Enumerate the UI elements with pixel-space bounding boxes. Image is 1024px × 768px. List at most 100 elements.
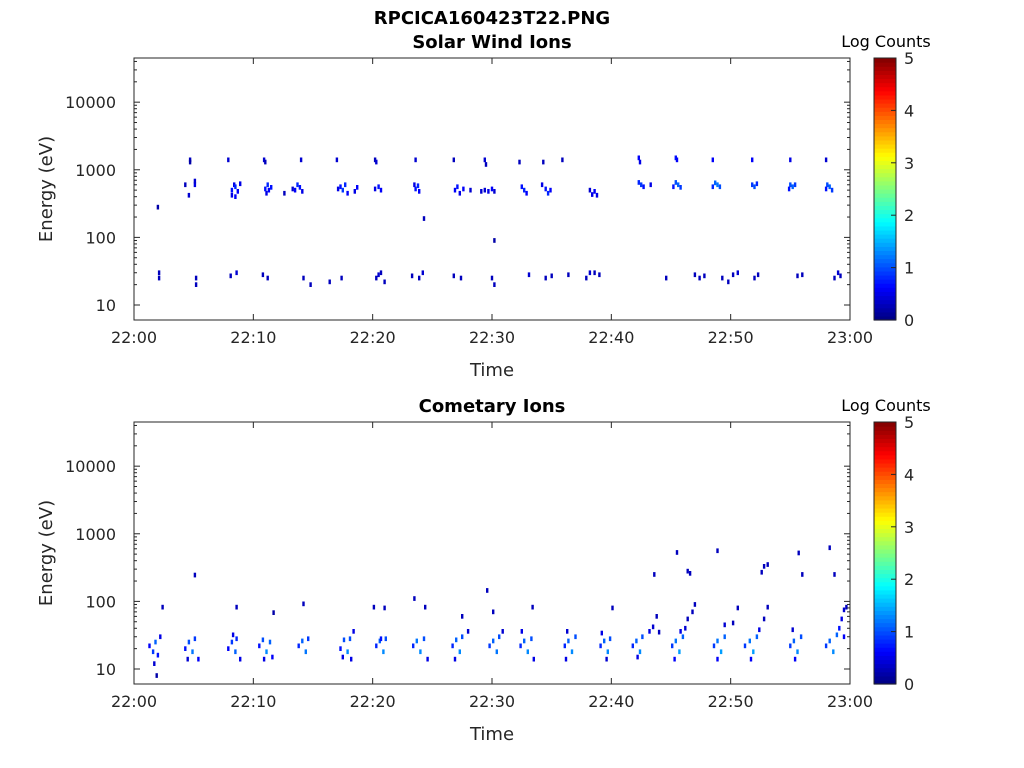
colorbar-segment [874, 573, 896, 579]
spectrogram-cell [640, 182, 643, 188]
spectrogram-cell [348, 636, 352, 642]
spectrogram-cell [751, 157, 754, 163]
x-tick-label: 22:40 [588, 328, 634, 347]
spectrogram-cell [341, 654, 344, 660]
spectrogram-cell [527, 272, 531, 278]
colorbar-segment [874, 205, 896, 211]
colorbar-segment [874, 606, 896, 611]
spectrogram-cell [187, 639, 191, 645]
spectrogram-cell [743, 643, 747, 649]
spectrogram-cell [265, 190, 268, 196]
spectrogram-cell [264, 159, 267, 165]
spectrogram-cell [302, 275, 305, 281]
spectrogram-cell [352, 629, 355, 634]
spectrogram-cell [418, 275, 421, 281]
spectrogram-cell [674, 638, 677, 644]
spectrogram-cell [339, 184, 342, 190]
colorbar-tick-label: 3 [904, 154, 914, 173]
colorbar-tick-label: 2 [904, 570, 914, 589]
spectrogram-cell [691, 609, 694, 615]
spectrogram-cells [148, 545, 848, 678]
spectrogram-cell [379, 270, 383, 276]
spectrogram-cell [493, 238, 496, 243]
spectrogram-cell [153, 661, 156, 666]
spectrogram-cell [230, 192, 234, 198]
spectrogram-cell [234, 194, 237, 199]
spectrogram-cell [608, 636, 612, 642]
spectrogram-cell [384, 636, 387, 642]
spectrogram-cell [665, 275, 668, 281]
spectrogram-cell [155, 673, 158, 678]
spectrogram-cell [462, 186, 465, 192]
colorbar-segment [874, 450, 896, 456]
colorbar-segment [874, 614, 896, 620]
spectrogram-cell [796, 273, 799, 279]
colorbar-segment [874, 483, 896, 489]
colorbar: 0 1 2 3 4 5 [873, 49, 914, 330]
colorbar-segment [874, 430, 896, 435]
colorbar-segment [874, 663, 896, 669]
spectrogram-cell [297, 643, 300, 649]
spectrogram-cell [412, 643, 415, 649]
colorbar-segment [874, 176, 896, 182]
colorbar-segment [874, 655, 896, 661]
spectrogram-cell [693, 602, 697, 607]
spectrogram-cell [383, 279, 386, 285]
colorbar-segment [874, 184, 896, 190]
spectrogram-cell [264, 186, 267, 192]
spectrogram-cell [492, 638, 495, 644]
spectrogram-cell [603, 638, 606, 644]
spectrogram-cell [564, 656, 568, 662]
spectrogram-cell [372, 604, 376, 610]
spectrogram-cell [600, 630, 603, 636]
spectrogram-cell [520, 184, 523, 190]
colorbar-segment [874, 66, 896, 71]
spectrogram-cell [154, 639, 157, 645]
spectrogram-cell [328, 279, 331, 285]
spectrogram-cell [426, 656, 429, 662]
colorbar-segment [874, 434, 896, 439]
colorbar-segment [874, 295, 896, 301]
spectrogram-cell [731, 272, 735, 278]
colorbar-segment [874, 209, 896, 215]
spectrogram-cell [188, 159, 192, 165]
spectrogram-cell [184, 646, 187, 651]
y-axis-label: Energy (eV) [36, 136, 57, 242]
spectrogram-cell [714, 180, 717, 186]
spectrogram-cell [679, 185, 682, 190]
colorbar-segment [874, 74, 896, 80]
colorbar-segment [874, 634, 896, 640]
spectrogram-cell [346, 649, 349, 655]
spectrogram-cell [677, 182, 680, 188]
colorbar-segment [874, 553, 896, 558]
spectrogram-cell [258, 643, 261, 649]
spectrogram-cell [469, 187, 472, 193]
y-tick-label: 100 [85, 228, 116, 247]
spectrogram-cell [193, 636, 197, 642]
colorbar-segment [874, 679, 896, 685]
colorbar-tick-label: 2 [904, 206, 914, 225]
spectrogram-cell [234, 649, 237, 655]
spectrogram-cell [653, 572, 656, 577]
spectrogram-cell [657, 629, 661, 635]
spectrogram-cell [540, 182, 544, 188]
colorbar-segment [874, 462, 896, 468]
colorbar-segment [874, 557, 896, 562]
y-tick-label: 1000 [75, 161, 116, 180]
spectrogram-cell [301, 189, 304, 194]
spectrogram-cell [791, 627, 794, 633]
spectrogram-cell [523, 638, 526, 644]
colorbar-segment [874, 507, 896, 513]
spectrogram-cell [272, 610, 275, 615]
x-tick-label: 22:50 [708, 328, 754, 347]
colorbar-segment [874, 139, 896, 145]
spectrogram-cell [235, 604, 238, 610]
spectrogram-cell [599, 643, 602, 649]
spectrogram-cell [227, 157, 230, 163]
spectrogram-cell [261, 272, 265, 278]
colorbar-segment [874, 229, 896, 235]
spectrogram-cell [561, 157, 564, 163]
colorbar-segment [874, 536, 896, 542]
spectrogram-cell [452, 273, 455, 279]
colorbar-segment [874, 311, 896, 317]
